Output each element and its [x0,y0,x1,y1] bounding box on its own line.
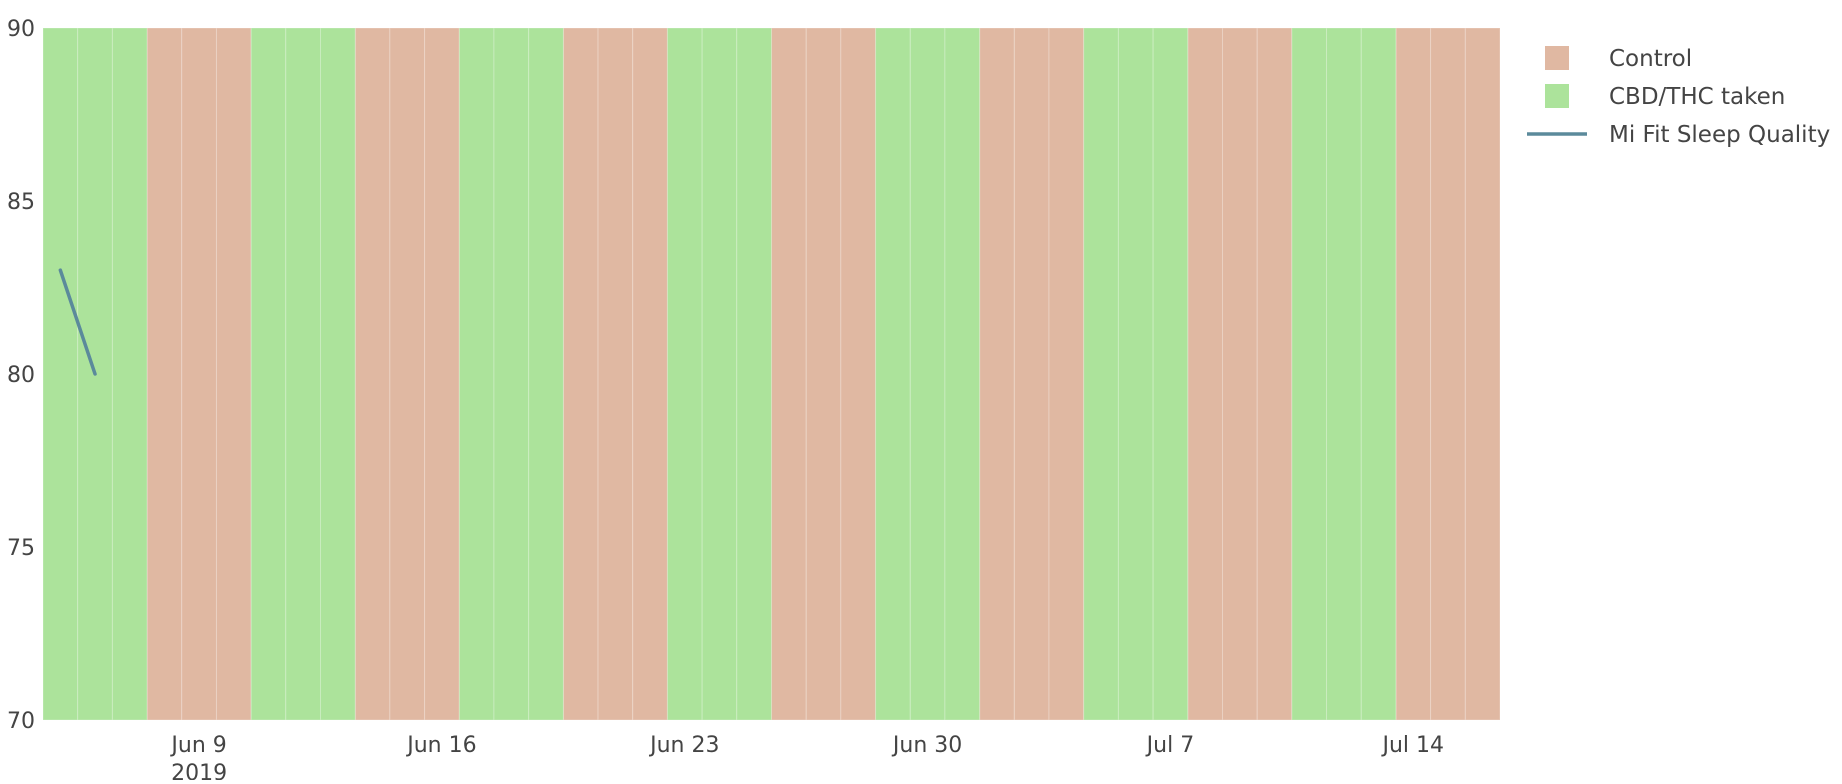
x-tick-label-jul-14: Jul 14 [1381,733,1445,758]
bar-control-2019-07-15[interactable] [1430,27,1466,721]
bar-control-2019-06-26[interactable] [771,27,807,721]
bar-control-2019-06-21[interactable] [597,27,634,721]
bar-control-2019-06-16[interactable] [424,27,460,721]
y-axis: 70 75 80 85 90 [7,17,35,734]
bar-control-2019-06-27[interactable] [805,27,842,721]
bar-control-2019-06-14[interactable] [354,27,391,721]
bar-cbd-thc-2019-07-12[interactable] [1326,27,1362,721]
bar-control-2019-06-10[interactable] [215,27,252,721]
bar-cbd-thc-2019-07-01[interactable] [944,27,981,721]
x-tick-label-jun-16: Jun 16 [405,733,476,758]
line-layer [58,268,97,376]
legend[interactable]: Control CBD/THC taken Mi Fit Sleep Quality [1527,46,1830,148]
bar-cbd-thc-2019-06-05[interactable] [42,27,79,721]
legend-label-control: Control [1609,46,1692,72]
x-tick-label-jul-7: Jul 7 [1145,733,1195,758]
bar-control-2019-07-10[interactable] [1256,27,1293,721]
bar-cbd-thc-2019-06-12[interactable] [285,27,322,721]
bar-control-2019-06-15[interactable] [389,27,426,721]
bar-cbd-thc-2019-07-06[interactable] [1117,27,1154,721]
legend-item-control[interactable]: Control [1545,46,1692,72]
x-tick-label-jun-30: Jun 30 [891,733,962,758]
bar-cbd-thc-2019-06-23[interactable] [666,27,703,721]
bar-cbd-thc-2019-06-18[interactable] [493,27,530,721]
bar-cbd-thc-2019-06-29[interactable] [875,27,911,721]
bar-cbd-thc-2019-07-11[interactable] [1291,27,1328,721]
bar-control-2019-06-20[interactable] [562,27,599,721]
bar-cbd-thc-2019-06-19[interactable] [528,27,564,721]
bar-control-2019-07-04[interactable] [1048,27,1085,721]
bar-control-2019-06-28[interactable] [840,27,877,721]
bar-control-2019-07-03[interactable] [1013,27,1050,721]
bar-cbd-thc-2019-07-13[interactable] [1360,27,1397,721]
legend-label-mi-fit-sleep-quality: Mi Fit Sleep Quality [1609,122,1830,148]
legend-item-mi-fit-sleep-quality[interactable]: Mi Fit Sleep Quality [1527,122,1830,148]
legend-swatch-control [1545,46,1569,70]
bar-control-2019-07-02[interactable] [979,27,1015,721]
bar-control-2019-07-09[interactable] [1221,27,1258,721]
y-tick-label-75: 75 [7,536,35,561]
bar-cbd-thc-2019-06-13[interactable] [320,27,356,721]
bars-layer [42,27,1501,721]
bar-cbd-thc-2019-06-07[interactable] [111,27,148,721]
y-tick-label-90: 90 [7,17,35,42]
bar-cbd-thc-2019-07-07[interactable] [1152,27,1189,721]
x-tick-sublabel-year: 2019 [171,761,227,780]
bar-cbd-thc-2019-07-05[interactable] [1083,27,1119,721]
y-tick-label-70: 70 [7,709,35,734]
x-tick-label-jun-23: Jun 23 [648,733,719,758]
bar-cbd-thc-2019-06-24[interactable] [701,27,738,721]
bar-cbd-thc-2019-06-25[interactable] [736,27,772,721]
y-tick-label-80: 80 [7,363,35,388]
bar-control-2019-07-16[interactable] [1464,27,1501,721]
bar-control-2019-07-08[interactable] [1187,27,1223,721]
line-sleep-quality[interactable] [58,268,97,376]
x-axis: Jun 9 2019 Jun 16 Jun 23 Jun 30 Jul 7 Jul 14 [169,733,1445,784]
bar-cbd-thc-2019-06-17[interactable] [458,27,495,721]
legend-item-cbd-thc-taken[interactable]: CBD/THC taken [1545,84,1785,110]
bar-control-2019-06-22[interactable] [632,27,668,721]
bar-cbd-thc-2019-06-11[interactable] [250,27,287,721]
x-tick-label-jun-9: Jun 9 [169,733,226,758]
bar-control-2019-06-09[interactable] [181,27,217,721]
legend-label-cbd-thc-taken: CBD/THC taken [1609,84,1785,110]
bar-control-2019-06-08[interactable] [146,27,183,721]
legend-swatch-cbd-thc-taken [1545,84,1569,108]
y-tick-label-85: 85 [7,190,35,215]
bar-control-2019-07-14[interactable] [1395,27,1432,721]
bar-cbd-thc-2019-06-30[interactable] [909,27,946,721]
